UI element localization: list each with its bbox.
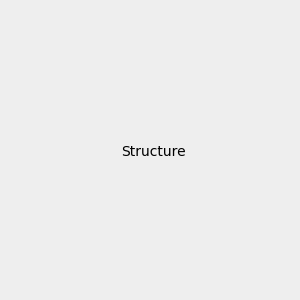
Text: Structure: Structure (122, 145, 186, 158)
